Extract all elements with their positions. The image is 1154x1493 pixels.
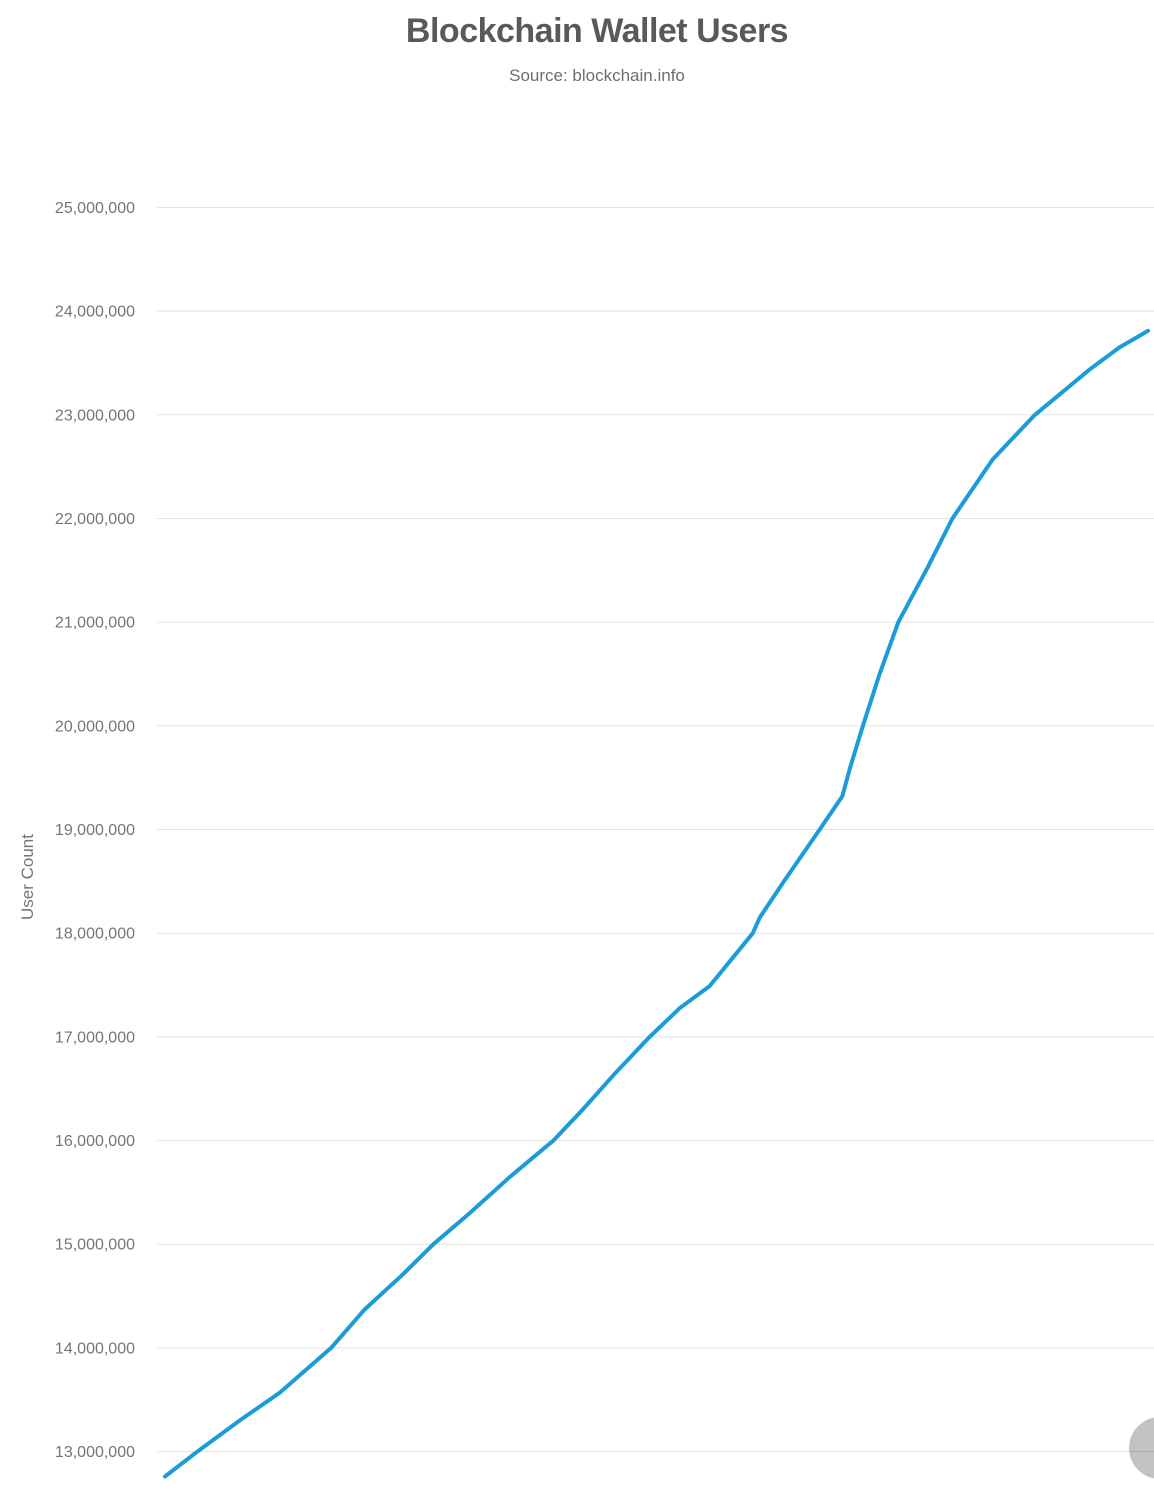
y-axis-tick-label: 21,000,000 <box>55 615 135 632</box>
y-axis-tick-label: 16,000,000 <box>55 1133 135 1150</box>
y-axis-tick-label: 15,000,000 <box>55 1237 135 1254</box>
y-axis-tick-label: 20,000,000 <box>55 718 135 735</box>
data-series-line <box>163 328 1150 1479</box>
chart-title: Blockchain Wallet Users <box>405 12 789 50</box>
y-axis-tick-label: 25,000,000 <box>55 200 135 217</box>
y-axis-tick-label: 22,000,000 <box>55 511 135 528</box>
y-axis-tick-label: 13,000,000 <box>55 1444 135 1461</box>
y-axis-tick-label: 18,000,000 <box>55 926 135 943</box>
y-axis-tick-label: 17,000,000 <box>55 1029 135 1046</box>
y-axis-tick-label: 14,000,000 <box>55 1340 135 1357</box>
chart-subtitle: Source: blockchain.info <box>509 66 685 85</box>
y-axis-tick-label: 19,000,000 <box>55 822 135 839</box>
y-axis-tick-label: 24,000,000 <box>55 304 135 321</box>
y-axis-tick-label: 23,000,000 <box>55 407 135 424</box>
